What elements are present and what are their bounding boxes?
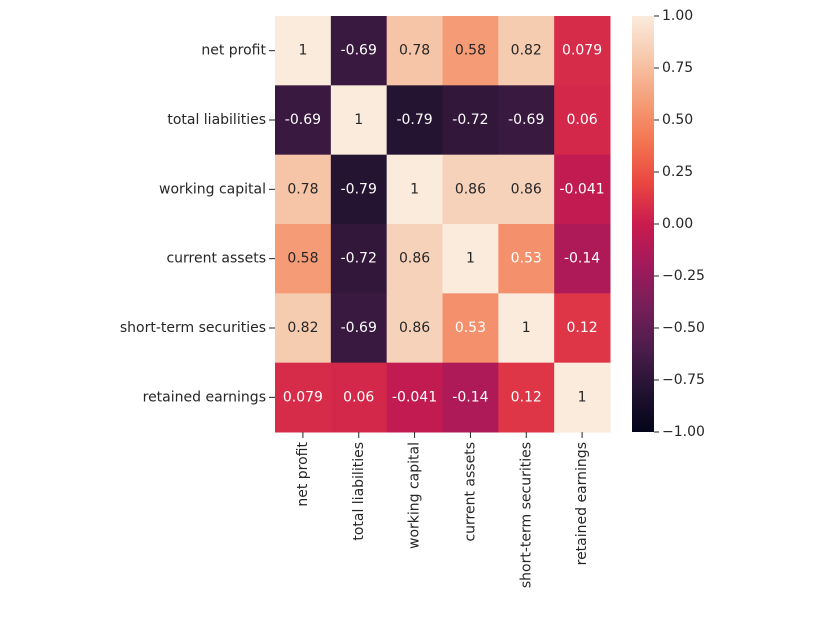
colorbar <box>632 16 654 432</box>
y-tick-label: net profit <box>201 43 266 59</box>
heatmap-cell <box>554 362 611 433</box>
heatmap-cell <box>498 16 555 86</box>
colorbar-tick-label: 0.00 <box>662 216 693 232</box>
heatmap-cell <box>442 362 499 433</box>
y-tick-label: short-term securities <box>120 320 266 336</box>
heatmap-cell <box>386 154 443 225</box>
colorbar-tick-label: −0.50 <box>662 320 705 336</box>
cell-label: 1 <box>578 389 587 405</box>
heatmap-cell <box>498 362 555 433</box>
heatmap-cell <box>330 85 388 156</box>
x-tick-label: working capital <box>407 442 423 549</box>
heatmap-cell <box>442 224 499 294</box>
cell-label: 0.58 <box>287 251 318 267</box>
cell-label: 0.079 <box>562 43 602 59</box>
cell-label: -0.041 <box>392 389 437 405</box>
cell-label: 1 <box>298 43 307 59</box>
cell-label: 0.86 <box>455 181 486 197</box>
x-tick-label: total liabilities <box>351 442 367 541</box>
heatmap-cell <box>554 16 611 86</box>
y-tick-label: working capital <box>159 181 266 197</box>
cell-label: 0.82 <box>287 320 318 336</box>
x-tick-label: short-term securities <box>518 442 534 588</box>
heatmap-cell <box>275 85 332 156</box>
heatmap-cell <box>275 224 332 294</box>
cell-label: -0.69 <box>341 43 377 59</box>
heatmap-cell <box>442 154 499 225</box>
colorbar-tick-label: 0.25 <box>662 164 693 180</box>
y-tick-label: retained earnings <box>143 389 266 405</box>
x-tick-label: current assets <box>462 442 478 542</box>
cell-label: 0.86 <box>511 181 542 197</box>
heatmap-cell <box>275 293 332 364</box>
cell-label: -0.69 <box>341 320 377 336</box>
y-tick-label: current assets <box>166 251 266 267</box>
cell-label: -0.14 <box>452 389 488 405</box>
cell-label: -0.79 <box>396 112 432 128</box>
cell-label: -0.72 <box>341 251 377 267</box>
heatmap-cell <box>554 293 611 364</box>
x-tick-label: net profit <box>295 441 311 506</box>
cell-label: 0.78 <box>399 43 430 59</box>
cell-label: 0.079 <box>283 389 323 405</box>
cell-label: 0.06 <box>343 389 374 405</box>
heatmap-cell <box>498 154 555 225</box>
heatmap-cell <box>330 224 388 294</box>
cell-label: -0.72 <box>452 112 488 128</box>
heatmap-cell <box>386 85 443 156</box>
heatmap-cell <box>554 224 611 294</box>
cell-label: 0.82 <box>511 43 542 59</box>
heatmap-cell <box>330 154 388 225</box>
cell-label: -0.69 <box>285 112 321 128</box>
heatmap-cell <box>554 85 611 156</box>
colorbar-tick-label: −0.25 <box>662 268 705 284</box>
heatmap-cell <box>386 16 443 86</box>
colorbar-tick-label: 1.00 <box>662 8 693 24</box>
heatmap-cell <box>498 293 555 364</box>
cell-label: 1 <box>354 112 363 128</box>
heatmap-cell <box>275 16 332 86</box>
cell-label: 0.53 <box>511 251 542 267</box>
heatmap-cell <box>498 224 555 294</box>
cell-label: 0.86 <box>399 251 430 267</box>
heatmap-cell <box>330 293 388 364</box>
heatmap-cell <box>386 293 443 364</box>
cell-label: 0.12 <box>511 389 542 405</box>
cell-label: -0.79 <box>341 181 377 197</box>
cell-label: 1 <box>522 320 531 336</box>
heatmap-cell <box>498 85 555 156</box>
cell-label: 0.53 <box>455 320 486 336</box>
heatmap-cell <box>330 362 388 433</box>
cell-label: -0.14 <box>564 251 600 267</box>
x-tick-label: retained earnings <box>574 442 590 565</box>
cell-label: -0.69 <box>508 112 544 128</box>
colorbar-tick-label: 0.75 <box>662 60 693 76</box>
cell-label: 0.86 <box>399 320 430 336</box>
heatmap-cell <box>442 16 499 86</box>
y-tick-label: total liabilities <box>167 112 266 128</box>
cell-label: 0.78 <box>287 181 318 197</box>
colorbar-tick-label: −0.75 <box>662 372 705 388</box>
heatmap-cell <box>275 362 332 433</box>
cell-label: -0.041 <box>560 181 605 197</box>
heatmap-cell <box>386 224 443 294</box>
cell-label: 1 <box>466 251 475 267</box>
cell-label: 0.12 <box>566 320 597 336</box>
heatmap-cell <box>275 154 332 225</box>
cell-label: 1 <box>410 181 419 197</box>
cell-label: 0.58 <box>455 43 486 59</box>
heatmap-cell <box>442 85 499 156</box>
heatmap-cell <box>554 154 611 225</box>
colorbar-tick-label: −1.00 <box>662 424 705 440</box>
cell-label: 0.06 <box>566 112 597 128</box>
heatmap-cell <box>442 293 499 364</box>
heatmap-cell <box>386 362 443 433</box>
colorbar-tick-label: 0.50 <box>662 112 693 128</box>
heatmap-cell <box>330 16 388 86</box>
